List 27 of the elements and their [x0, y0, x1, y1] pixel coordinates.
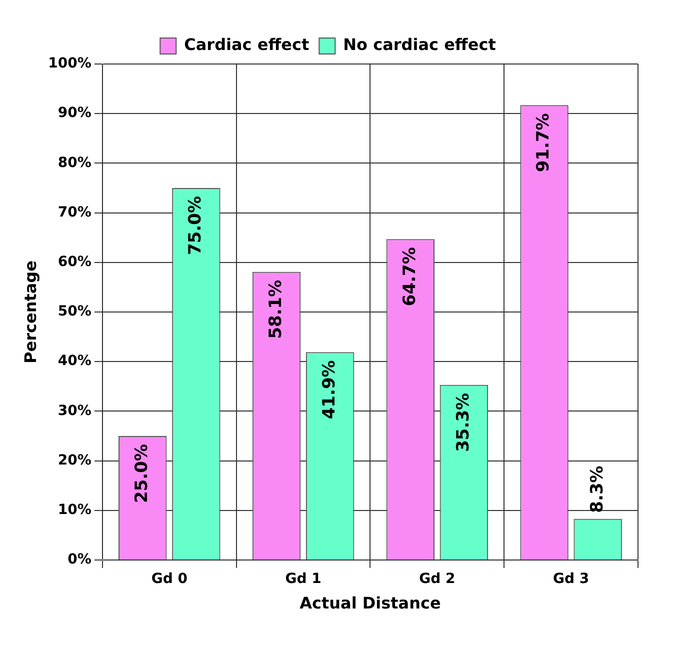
y-tick-label: 50%: [58, 304, 92, 320]
data-label: 58.1%: [266, 280, 286, 339]
data-label: 91.7%: [534, 113, 554, 172]
x-tick-label: Gd 2: [419, 571, 456, 588]
data-label: 35.3%: [453, 392, 474, 452]
x-tick-label: Gd 3: [552, 571, 590, 588]
x-tick-label: Gd 1: [285, 571, 322, 588]
legend-label: No cardiac effect: [343, 35, 496, 54]
y-axis-title: Percentage: [20, 260, 40, 364]
y-tick-label: 90%: [58, 105, 92, 122]
legend-label: Cardiac effect: [184, 35, 310, 54]
x-tick-label: Gd 0: [151, 571, 188, 588]
data-label: 8.3%: [587, 466, 608, 513]
y-tick-label: 10%: [58, 502, 92, 518]
data-label: 64.7%: [400, 247, 420, 306]
data-label: 25.0%: [132, 444, 152, 503]
data-label: 75.0%: [186, 196, 206, 255]
y-tick-label: 100%: [48, 56, 92, 72]
y-tick-label: 80%: [58, 154, 92, 171]
data-label: 41.9%: [319, 360, 340, 420]
y-tick-label: 60%: [58, 254, 92, 270]
y-tick-label: 70%: [58, 204, 92, 220]
y-tick-label: 20%: [58, 452, 92, 468]
y-tick-label: 40%: [58, 353, 92, 370]
y-tick-label: 0%: [68, 552, 92, 568]
y-tick-label: 30%: [58, 402, 92, 419]
x-axis-title: Actual Distance: [300, 594, 441, 613]
